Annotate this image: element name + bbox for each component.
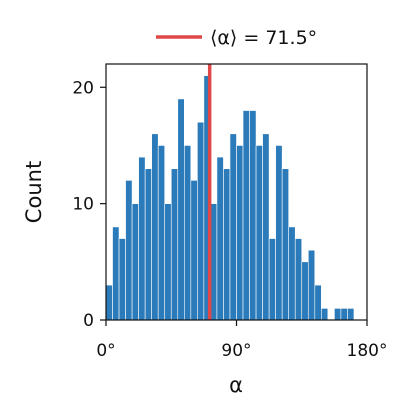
histogram-bar (125, 180, 133, 321)
histogram-bar (288, 226, 296, 321)
x-tick-label: 0° (96, 341, 115, 361)
y-axis-label: Count (22, 161, 46, 223)
histogram-bar (275, 145, 283, 321)
histogram-bar (236, 145, 244, 321)
legend-mean-label: ⟨α⟩ = 71.5° (210, 27, 317, 49)
y-tick-label: 0 (83, 311, 94, 331)
histogram-bar (314, 284, 322, 321)
histogram-bar (184, 145, 192, 321)
histogram-bar (334, 308, 342, 321)
histogram-bar (138, 156, 146, 321)
histogram-bar (216, 156, 224, 321)
y-tick-label: 10 (72, 195, 94, 215)
y-tick-label: 20 (72, 78, 94, 98)
x-axis-label: α (229, 373, 243, 397)
histogram-bar (170, 168, 179, 321)
histogram-bar (294, 238, 303, 321)
histogram-bar (151, 133, 159, 321)
histogram-bar (105, 284, 113, 321)
x-tick-label: 90° (221, 341, 251, 361)
histogram-bar (223, 168, 231, 321)
histogram-bar (229, 133, 237, 321)
histogram-bar (340, 308, 348, 321)
histogram-bar (255, 145, 263, 321)
histogram-bar (131, 203, 139, 321)
histogram-bar (262, 133, 270, 321)
histogram-bar (281, 168, 289, 321)
histogram-bar (157, 145, 166, 321)
x-tick-label: 180° (347, 341, 388, 361)
histogram-bar (301, 261, 309, 321)
histogram-bars (105, 75, 355, 321)
histogram-bar (190, 180, 198, 321)
histogram-bar (268, 238, 276, 321)
y-axis-ticks: 0 10 20 (72, 78, 106, 331)
histogram-bar (112, 226, 120, 321)
histogram-bar (249, 110, 257, 321)
histogram-bar (197, 121, 205, 321)
legend: ⟨α⟩ = 71.5° (156, 27, 317, 49)
histogram-bar (321, 308, 329, 321)
histogram-bar (347, 308, 355, 321)
histogram-bar (242, 110, 250, 321)
histogram-bar (307, 249, 316, 321)
histogram-bar (177, 98, 185, 321)
histogram-bar (118, 238, 126, 321)
x-axis-ticks: 0° 90° 180° (96, 320, 387, 361)
histogram-bar (144, 168, 152, 321)
histogram-bar (164, 203, 172, 321)
